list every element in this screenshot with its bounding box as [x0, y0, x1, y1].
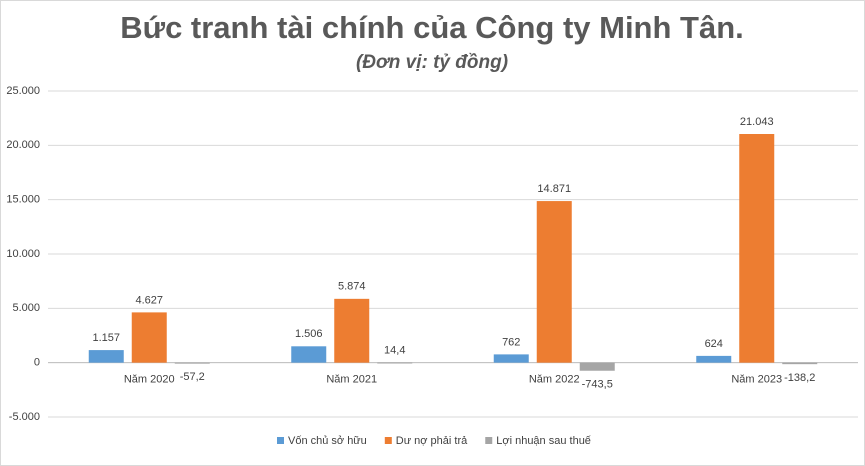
- data-label: 4.627: [135, 294, 163, 306]
- bar: [696, 355, 732, 363]
- y-tick-label: 20.000: [6, 139, 40, 151]
- data-label: 14.871: [537, 183, 571, 195]
- data-label: 21.043: [740, 116, 774, 128]
- bar: [739, 133, 775, 363]
- data-label: 1.157: [92, 332, 120, 344]
- bar: [579, 362, 615, 371]
- legend-label: Dư nợ phải trả: [396, 435, 468, 447]
- x-tick-label: Năm 2023: [731, 374, 782, 386]
- y-tick-label: 10.000: [6, 248, 40, 260]
- x-tick-label: Năm 2020: [124, 374, 175, 386]
- legend-label: Lợi nhuận sau thuế: [496, 435, 591, 447]
- bar: [493, 354, 529, 363]
- data-label: -743,5: [582, 379, 613, 391]
- bar: [334, 298, 370, 363]
- chart-subtitle: (Đơn vị: tỷ đồng): [356, 52, 508, 73]
- legend-swatch: [384, 437, 392, 444]
- bar: [291, 346, 327, 363]
- data-label: 14,4: [384, 344, 405, 356]
- data-label: 624: [705, 338, 723, 350]
- bar: [88, 350, 124, 363]
- y-tick-label: 0: [34, 357, 40, 369]
- y-tick-label: 5.000: [12, 302, 40, 314]
- bar: [131, 312, 167, 363]
- data-label: -138,2: [784, 372, 815, 384]
- legend-swatch: [485, 437, 493, 444]
- bar: [782, 362, 818, 365]
- bar: [536, 201, 572, 363]
- bar: [377, 362, 413, 364]
- legend-swatch: [277, 437, 284, 444]
- x-tick-label: Năm 2022: [529, 374, 580, 386]
- data-label: 762: [502, 336, 520, 348]
- y-tick-label: 25.000: [6, 85, 40, 97]
- x-tick-label: Năm 2021: [326, 374, 377, 386]
- legend-label: Vốn chủ sở hữu: [288, 435, 367, 447]
- y-tick-label: -5.000: [9, 411, 40, 423]
- data-label: 1.506: [295, 328, 323, 340]
- chart-title: Bức tranh tài chính của Công ty Minh Tân…: [120, 10, 744, 45]
- data-label: -57,2: [180, 371, 205, 383]
- y-tick-label: 15.000: [6, 194, 40, 206]
- bar: [174, 362, 210, 364]
- data-label: 5.874: [338, 281, 366, 293]
